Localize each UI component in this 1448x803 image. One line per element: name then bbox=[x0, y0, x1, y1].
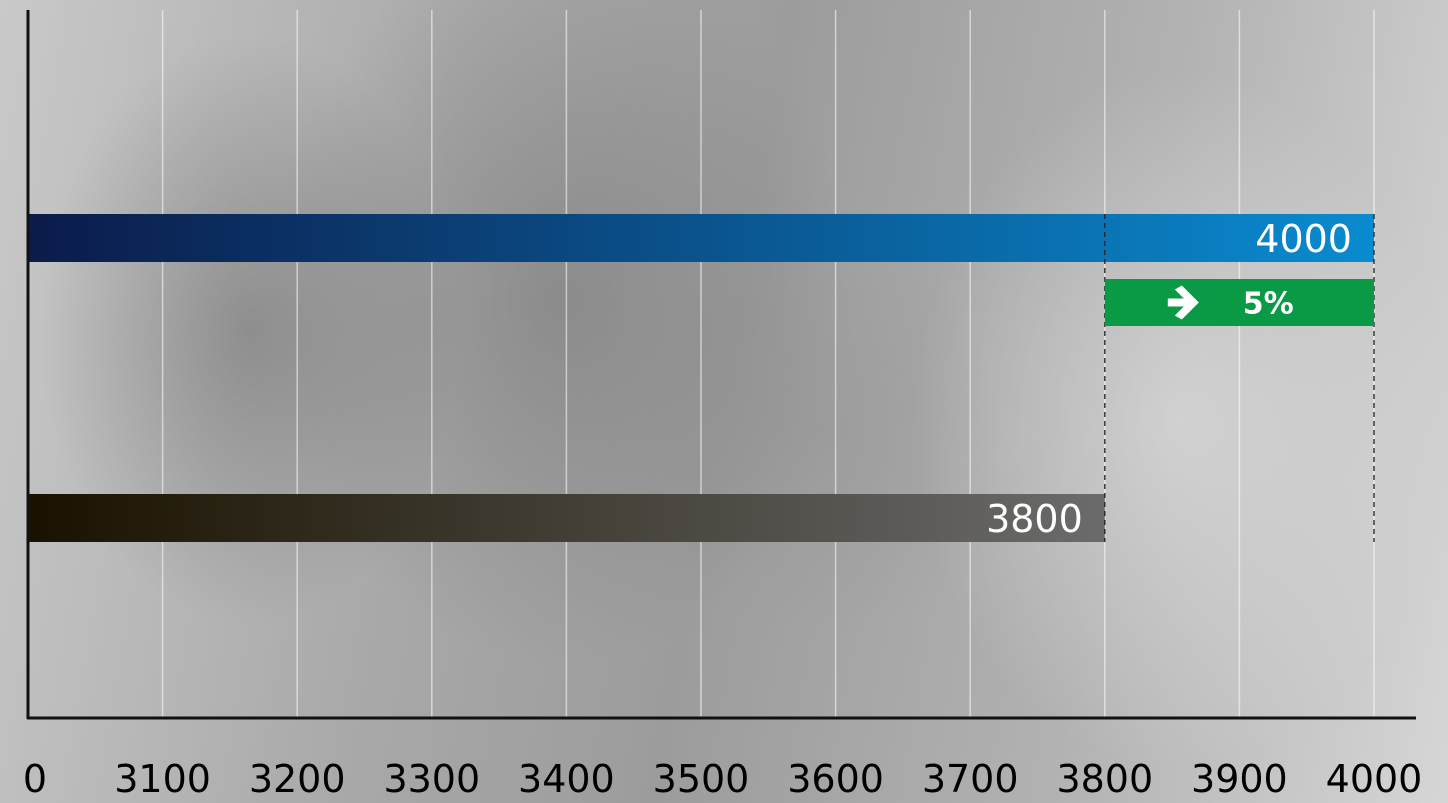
x-tick-label: 3500 bbox=[653, 757, 750, 801]
bar-3800 bbox=[28, 494, 1105, 542]
x-tick-label: 3400 bbox=[518, 757, 615, 801]
x-tick-label: 3700 bbox=[922, 757, 1019, 801]
increase-percent-label: 5% bbox=[1243, 287, 1294, 322]
bar-value-label: 4000 bbox=[1255, 217, 1352, 261]
x-tick-label: 3900 bbox=[1191, 757, 1288, 801]
x-tick-label: 3300 bbox=[383, 757, 480, 801]
bar-4000 bbox=[28, 214, 1374, 262]
x-tick-label: 3600 bbox=[787, 757, 884, 801]
increase-badge bbox=[1104, 279, 1374, 326]
x-tick-label: 4000 bbox=[1326, 757, 1423, 801]
x-tick-label: 3800 bbox=[1056, 757, 1153, 801]
x-tick-label: 3100 bbox=[114, 757, 211, 801]
arrow-right-icon bbox=[1167, 285, 1199, 320]
x-tick-label: 3200 bbox=[249, 757, 346, 801]
bar-value-label: 3800 bbox=[986, 497, 1083, 541]
x-tick-label: 0 bbox=[23, 757, 47, 801]
